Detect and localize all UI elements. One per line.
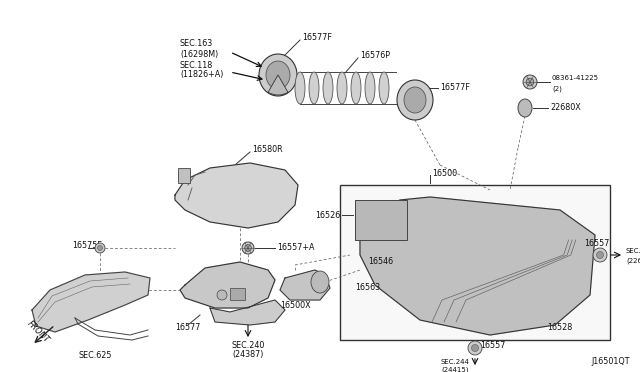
Ellipse shape [295,72,305,104]
Bar [230,288,245,300]
Circle shape [526,78,534,86]
Text: 16577F: 16577F [302,33,332,42]
Text: 16500X: 16500X [280,301,310,311]
Polygon shape [360,197,595,335]
Text: (22612): (22612) [626,258,640,264]
Ellipse shape [397,80,433,120]
Ellipse shape [266,61,290,89]
Text: 08361-41225: 08361-41225 [552,75,599,81]
Text: (11826+A): (11826+A) [180,71,223,80]
Bar [340,185,610,340]
Polygon shape [175,163,298,228]
Circle shape [95,243,105,253]
Circle shape [244,245,252,251]
Text: 16557: 16557 [584,240,609,248]
Text: SEC.118: SEC.118 [180,61,213,70]
Wedge shape [268,75,288,95]
Text: 16577: 16577 [175,323,200,331]
Text: SEC.226: SEC.226 [626,248,640,254]
Circle shape [523,75,537,89]
Circle shape [468,341,482,355]
Text: J16501QT: J16501QT [591,357,630,366]
Circle shape [242,242,254,254]
Text: 16526: 16526 [315,211,340,219]
Circle shape [596,251,604,259]
Ellipse shape [309,72,319,104]
Circle shape [97,246,102,250]
Polygon shape [32,272,150,332]
Text: 16563: 16563 [355,283,380,292]
Circle shape [217,290,227,300]
Text: 16575F: 16575F [72,241,102,250]
Text: 16557: 16557 [480,341,506,350]
Text: SEC.240: SEC.240 [231,341,265,350]
Circle shape [472,344,479,352]
Ellipse shape [379,72,389,104]
Ellipse shape [323,72,333,104]
Text: (24415): (24415) [441,367,468,372]
Ellipse shape [259,54,297,96]
Ellipse shape [404,87,426,113]
Text: SEC.163: SEC.163 [180,39,213,48]
Text: (16298M): (16298M) [180,49,218,58]
Circle shape [593,248,607,262]
Text: SEC.625: SEC.625 [78,350,112,359]
Text: 16528: 16528 [547,323,572,331]
Text: (24387): (24387) [232,350,264,359]
Text: (2): (2) [552,86,562,92]
Bar [355,200,407,240]
Ellipse shape [351,72,361,104]
Text: 16557+A: 16557+A [277,244,314,253]
Ellipse shape [311,271,329,293]
Polygon shape [180,262,275,308]
Text: 16576P: 16576P [360,51,390,61]
Ellipse shape [365,72,375,104]
Text: FRONT: FRONT [25,319,51,345]
Text: 16546: 16546 [368,257,393,266]
Text: 16500: 16500 [432,169,457,177]
Polygon shape [210,300,285,325]
Text: SEC.244: SEC.244 [440,359,469,365]
Ellipse shape [337,72,347,104]
Polygon shape [280,270,330,300]
Text: 16580R: 16580R [252,145,283,154]
Ellipse shape [518,99,532,117]
Text: 16577F: 16577F [440,83,470,93]
Text: 22680X: 22680X [550,103,580,112]
Bar [178,168,190,183]
